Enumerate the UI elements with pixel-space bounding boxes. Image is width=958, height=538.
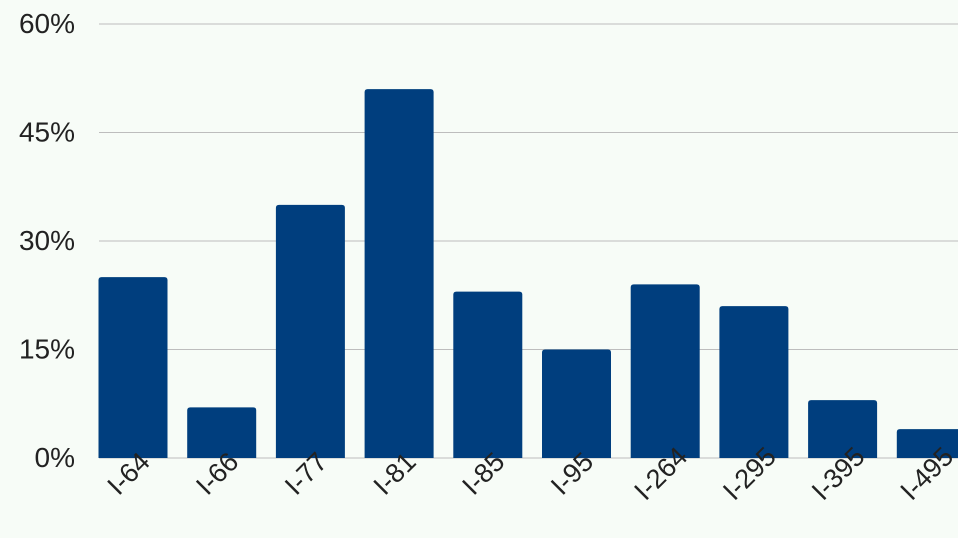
bar-i-85 [453,291,523,458]
y-tick-label: 45% [19,117,75,148]
bar-i-81 [364,89,434,458]
gridlines [99,23,958,459]
bar-i-77 [275,204,345,458]
bar-i-395 [808,400,878,458]
y-tick-label: 60% [19,8,75,39]
bar-i-95 [542,349,611,458]
bar-i-64 [98,277,168,458]
y-tick-label: 15% [19,334,75,365]
bar-i-66 [187,407,257,458]
y-tick-label: 0% [35,442,75,473]
y-tick-label: 30% [19,225,75,256]
bar-i-495 [896,429,958,458]
bar-i-295 [719,306,789,458]
bars [98,89,958,458]
bar-i-264 [630,284,700,458]
y-axis-tick-labels: 0% 15% 30% 45% 60% [19,8,75,473]
